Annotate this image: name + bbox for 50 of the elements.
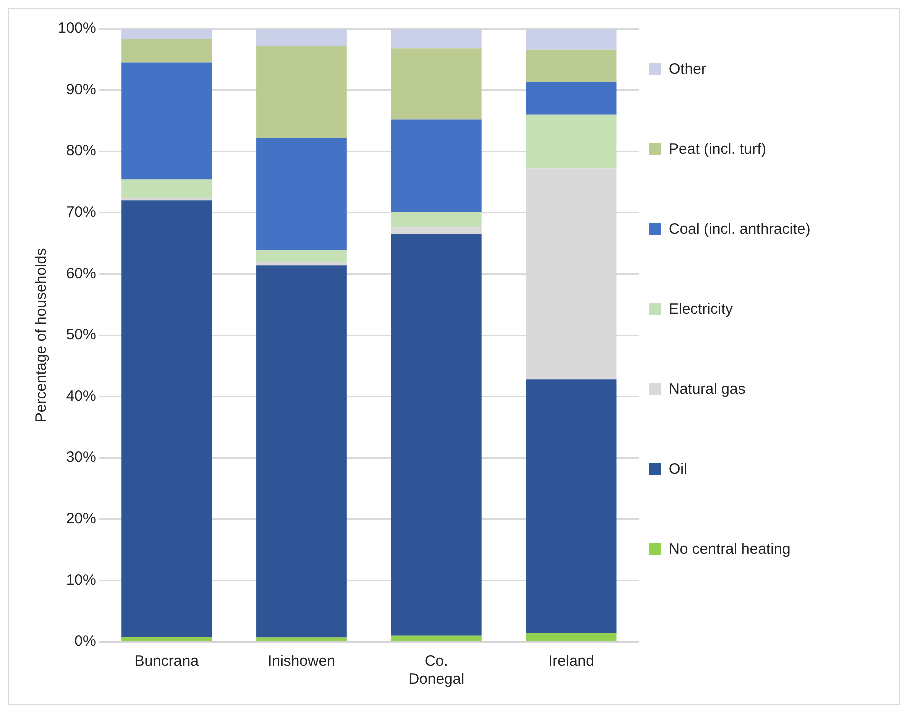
y-tick-label: 0% <box>74 633 96 650</box>
bar <box>526 380 617 634</box>
y-tick-label: 60% <box>66 265 96 282</box>
x-tick-label: Ireland <box>548 653 594 670</box>
y-tick-label: 50% <box>66 326 96 344</box>
bar <box>122 200 212 638</box>
bar <box>256 638 347 642</box>
bar <box>391 228 482 234</box>
y-axis-title: Percentage of households <box>33 248 50 423</box>
bar <box>256 29 347 46</box>
bar <box>122 198 212 201</box>
legend-label: Other <box>669 60 707 78</box>
bar <box>256 46 347 138</box>
bar <box>391 120 482 212</box>
bar <box>256 250 347 262</box>
x-tick-label: Inishowen <box>268 653 336 670</box>
y-tick-label: 80% <box>66 142 96 160</box>
bar <box>526 114 617 169</box>
x-tick-label: Buncrana <box>134 653 200 670</box>
legend-label: Oil <box>669 460 688 478</box>
bar <box>391 48 482 120</box>
y-tick-label: 40% <box>66 388 96 405</box>
y-tick-label: 10% <box>66 572 96 589</box>
legend-label: Coal (incl. anthracite) <box>669 220 811 238</box>
y-tick-label: 90% <box>66 81 96 98</box>
legend-label: No central heating <box>669 540 791 558</box>
bar <box>122 39 212 63</box>
y-tick-label: 30% <box>66 449 96 466</box>
bar <box>391 212 482 228</box>
bar <box>122 180 212 198</box>
bar <box>256 262 347 266</box>
y-tick-label: 70% <box>66 204 96 222</box>
legend-label: Natural gas <box>669 380 746 398</box>
bar <box>391 234 482 636</box>
legend-label: Peat (incl. turf) <box>669 140 767 158</box>
bar <box>256 266 347 638</box>
bar <box>122 29 212 40</box>
bar <box>526 29 617 50</box>
bar <box>526 82 617 115</box>
bar <box>526 50 617 82</box>
y-tick-label: 20% <box>66 510 96 528</box>
bar <box>122 637 212 642</box>
x-tick-label: Co. Donegal <box>408 653 465 688</box>
bar <box>391 636 482 642</box>
bar <box>122 62 212 180</box>
bar <box>391 29 482 49</box>
bar <box>256 138 347 250</box>
y-tick-label: 100% <box>58 20 96 38</box>
legend-label: Electricity <box>669 300 734 318</box>
bar <box>526 633 617 642</box>
